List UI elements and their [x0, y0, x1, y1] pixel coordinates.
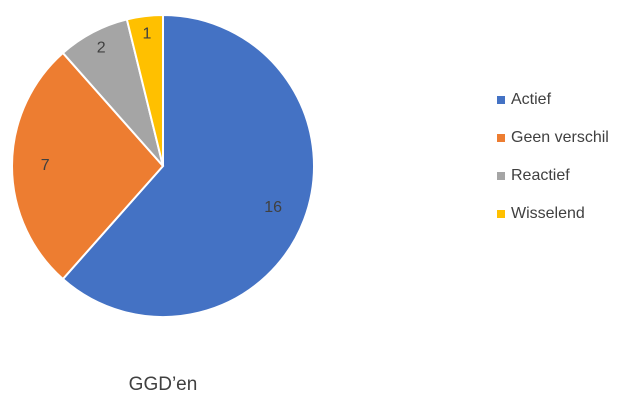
data-label: 7: [41, 157, 50, 174]
data-label: 16: [264, 199, 282, 216]
legend-swatch: [497, 96, 505, 104]
legend-label: Reactief: [511, 167, 570, 184]
pie-slice: [125, 13, 164, 167]
chart-title: GGD’en: [129, 374, 198, 395]
data-label: 2: [97, 40, 106, 57]
pie-slice: [11, 51, 165, 281]
data-label: 1: [143, 25, 152, 42]
legend-label: Geen verschil: [511, 129, 609, 146]
legend-label: Actief: [511, 91, 552, 108]
pie-slice: [61, 13, 315, 318]
legend-label: Wisselend: [511, 205, 585, 222]
legend-swatch: [497, 134, 505, 142]
legend-swatch: [497, 210, 505, 218]
legend-swatch: [497, 172, 505, 180]
